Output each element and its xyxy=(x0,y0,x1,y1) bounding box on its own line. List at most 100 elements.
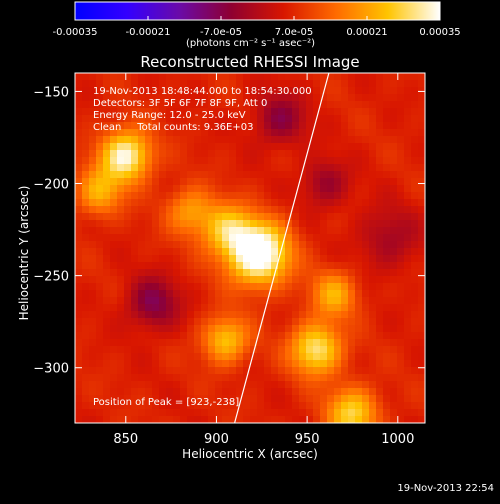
heatmap-cell xyxy=(75,150,82,157)
heatmap-cell xyxy=(341,353,348,360)
heatmap-cell xyxy=(271,199,278,206)
heatmap-cell xyxy=(418,416,425,423)
heatmap-cell xyxy=(334,136,341,143)
heatmap-cell xyxy=(362,150,369,157)
heatmap-cell xyxy=(327,241,334,248)
heatmap-cell xyxy=(75,241,82,248)
heatmap-cell xyxy=(355,269,362,276)
heatmap-cell xyxy=(173,353,180,360)
heatmap-cell xyxy=(194,332,201,339)
heatmap-cell xyxy=(355,157,362,164)
heatmap-cell xyxy=(201,262,208,269)
heatmap-cell xyxy=(341,248,348,255)
heatmap-cell xyxy=(180,360,187,367)
heatmap-cell xyxy=(334,87,341,94)
heatmap-cell xyxy=(173,374,180,381)
heatmap-cell xyxy=(292,227,299,234)
heatmap-cell xyxy=(180,248,187,255)
heatmap-cell xyxy=(201,416,208,423)
heatmap-cell xyxy=(222,108,229,115)
heatmap-cell xyxy=(383,108,390,115)
heatmap-cell xyxy=(341,269,348,276)
heatmap-cell xyxy=(243,213,250,220)
heatmap-cell xyxy=(306,262,313,269)
heatmap-cell xyxy=(236,374,243,381)
heatmap-cell xyxy=(180,381,187,388)
heatmap-cell xyxy=(187,409,194,416)
heatmap-cell xyxy=(159,262,166,269)
heatmap-cell xyxy=(201,409,208,416)
heatmap-cell xyxy=(187,353,194,360)
heatmap-cell xyxy=(187,87,194,94)
heatmap-cell xyxy=(208,402,215,409)
heatmap-cell xyxy=(299,234,306,241)
heatmap-cell xyxy=(96,199,103,206)
heatmap-cell xyxy=(215,115,222,122)
heatmap-cell xyxy=(222,311,229,318)
heatmap-cell xyxy=(334,129,341,136)
heatmap-cell xyxy=(355,94,362,101)
heatmap-cell xyxy=(152,157,159,164)
heatmap-cell xyxy=(271,311,278,318)
heatmap-cell xyxy=(110,115,117,122)
heatmap-cell xyxy=(229,122,236,129)
heatmap-cell xyxy=(313,276,320,283)
heatmap-cell xyxy=(124,297,131,304)
y-tick-label: −250 xyxy=(33,270,69,285)
heatmap-cell xyxy=(166,276,173,283)
heatmap-cell xyxy=(152,304,159,311)
heatmap-cell xyxy=(194,283,201,290)
heatmap-cell xyxy=(404,283,411,290)
heatmap-cell xyxy=(166,262,173,269)
heatmap-cell xyxy=(257,136,264,143)
heatmap-cell xyxy=(159,241,166,248)
heatmap-cell xyxy=(418,157,425,164)
heatmap-cell xyxy=(236,157,243,164)
heatmap-cell xyxy=(334,339,341,346)
heatmap-cell xyxy=(285,206,292,213)
heatmap-cell xyxy=(404,171,411,178)
heatmap-cell xyxy=(278,178,285,185)
heatmap-cell xyxy=(222,381,229,388)
heatmap-cell xyxy=(82,283,89,290)
heatmap-cell xyxy=(327,157,334,164)
heatmap-cell xyxy=(82,353,89,360)
heatmap-cell xyxy=(320,360,327,367)
heatmap-cell xyxy=(173,402,180,409)
heatmap-cell xyxy=(117,157,124,164)
heatmap-cell xyxy=(173,87,180,94)
heatmap-cell xyxy=(299,325,306,332)
heatmap-cell xyxy=(278,227,285,234)
heatmap-cell xyxy=(152,129,159,136)
heatmap-cell xyxy=(278,304,285,311)
heatmap-cell xyxy=(369,87,376,94)
heatmap-cell xyxy=(194,108,201,115)
heatmap-cell xyxy=(369,80,376,87)
heatmap-cell xyxy=(82,73,89,80)
heatmap-cell xyxy=(103,129,110,136)
heatmap-cell xyxy=(180,94,187,101)
heatmap-cell xyxy=(418,304,425,311)
heatmap-cell xyxy=(180,346,187,353)
heatmap-cell xyxy=(292,171,299,178)
heatmap-cell xyxy=(390,80,397,87)
heatmap-cell xyxy=(124,185,131,192)
heatmap-cell xyxy=(299,171,306,178)
heatmap-cell xyxy=(152,297,159,304)
heatmap-cell xyxy=(313,248,320,255)
heatmap-cell xyxy=(131,339,138,346)
heatmap-cell xyxy=(166,213,173,220)
heatmap-cell xyxy=(369,346,376,353)
heatmap-cell xyxy=(278,94,285,101)
heatmap-cell xyxy=(383,325,390,332)
heatmap-cell xyxy=(285,241,292,248)
heatmap-cell xyxy=(194,346,201,353)
heatmap-cell xyxy=(82,339,89,346)
heatmap-cell xyxy=(404,101,411,108)
heatmap-cell xyxy=(201,192,208,199)
heatmap-cell xyxy=(397,388,404,395)
heatmap-cell xyxy=(334,150,341,157)
heatmap-cell xyxy=(348,353,355,360)
heatmap-cell xyxy=(397,171,404,178)
